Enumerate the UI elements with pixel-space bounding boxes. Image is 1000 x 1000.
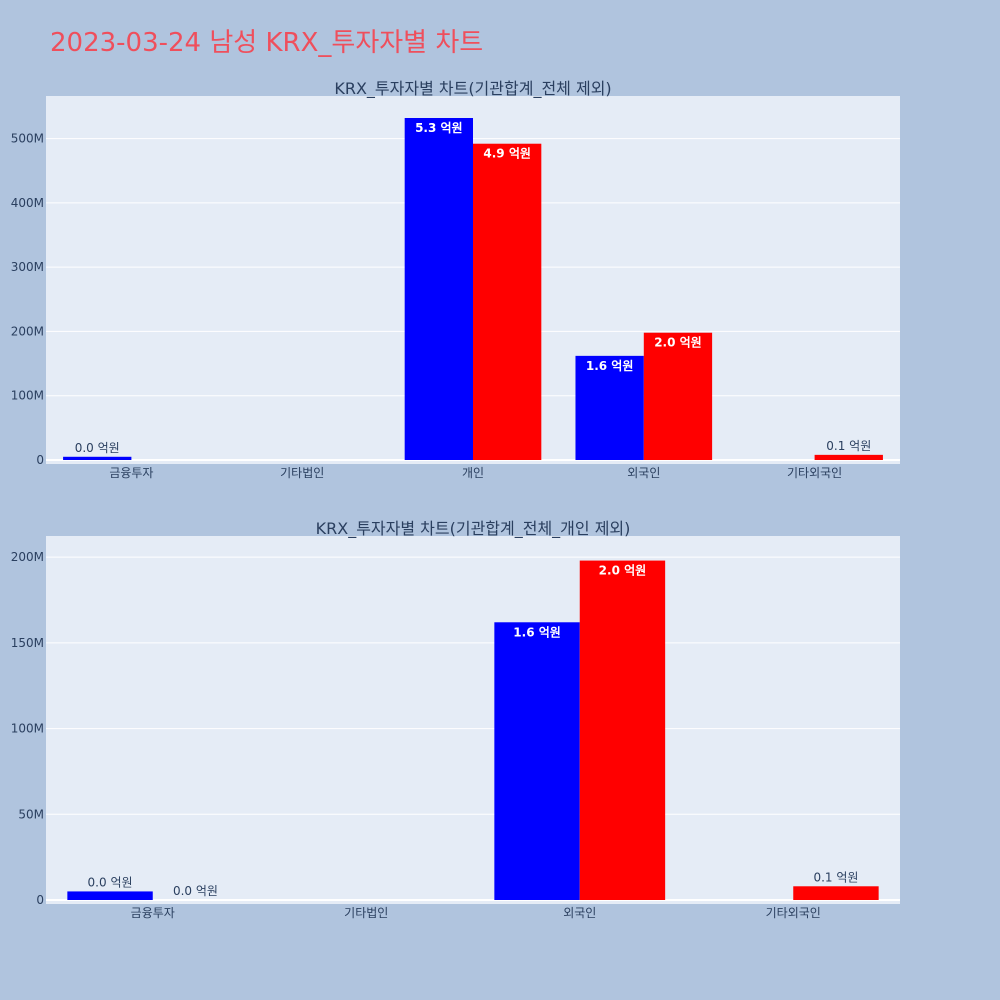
chart1-data-label: 2.0 억원 (654, 336, 702, 350)
chart1-ytick-label: 500M (11, 132, 44, 146)
chart2-data-label: 0.1 억원 (813, 870, 858, 884)
chart2-xtick-label: 기타외국인 (766, 906, 821, 920)
chart2-data-label: 0.0 억원 (173, 884, 218, 898)
chart1-xtick-label: 외국인 (627, 466, 660, 480)
chart1-ytick-label: 300M (11, 260, 44, 274)
chart1-data-label: 5.3 억원 (415, 121, 463, 135)
chart1-bar[interactable] (404, 118, 473, 460)
chart1-bar[interactable] (473, 143, 542, 460)
chart2-xtick-label: 기타법인 (344, 906, 388, 920)
chart1-data-label: 0.1 억원 (826, 439, 871, 453)
chart1-xtick-label: 개인 (462, 466, 484, 480)
chart1-title: KRX_투자자별 차트(기관합계_전체 제외) (334, 79, 611, 99)
chart2-xtick-label: 외국인 (563, 906, 596, 920)
chart2-bar[interactable] (67, 891, 153, 900)
chart1-data-label: 0.0 억원 (75, 441, 120, 455)
chart1-data-label: 1.6 억원 (586, 359, 634, 373)
chart1-ytick-label: 0 (36, 453, 44, 467)
chart1-xtick-label: 기타법인 (280, 466, 324, 480)
chart2-xtick-label: 금융투자 (131, 906, 175, 920)
chart2-data-label: 2.0 억원 (599, 564, 647, 578)
chart1-xtick-label: 금융투자 (109, 466, 153, 480)
chart1-ytick-label: 400M (11, 196, 44, 210)
chart2-bar[interactable] (793, 886, 879, 900)
chart2-ytick-label: 50M (18, 807, 44, 821)
chart1-xtick-label: 기타외국인 (787, 466, 842, 480)
chart1-bar[interactable] (643, 332, 713, 460)
chart1-bar[interactable] (63, 456, 132, 460)
chart1-ytick-label: 100M (11, 389, 44, 403)
chart2-bar[interactable] (579, 560, 666, 900)
chart2-bar[interactable] (494, 622, 580, 900)
chart1-ytick-label: 200M (11, 324, 44, 338)
chart2-data-label: 0.0 억원 (88, 875, 133, 889)
chart2-ytick-label: 150M (11, 636, 44, 650)
chart2-title: KRX_투자자별 차트(기관합계_전체_개인 제외) (316, 519, 631, 539)
chart1-bar[interactable] (575, 355, 644, 460)
chart1-bar[interactable] (814, 454, 883, 460)
chart2-ytick-label: 0 (36, 893, 44, 907)
chart2-data-label: 1.6 억원 (513, 625, 561, 639)
chart2-ytick-label: 100M (11, 722, 44, 736)
chart1-data-label: 4.9 억원 (483, 147, 531, 161)
chart2-ytick-label: 200M (11, 550, 44, 564)
chart2-plot-area (46, 536, 900, 904)
page-title: 2023-03-24 남성 KRX_투자자별 차트 (50, 28, 484, 58)
